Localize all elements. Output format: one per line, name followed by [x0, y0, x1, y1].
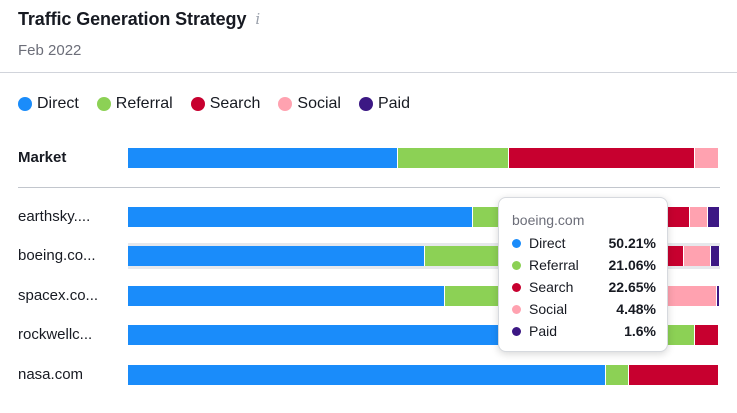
tooltip-label: Referral — [529, 257, 579, 273]
stacked-bar-nasa-com[interactable] — [128, 365, 720, 385]
stacked-bar-market[interactable] — [128, 148, 720, 168]
legend-label: Paid — [377, 95, 410, 112]
tooltip-dot — [512, 238, 521, 248]
bar-segment-direct[interactable] — [128, 246, 425, 266]
bar-segment-direct[interactable] — [128, 286, 445, 306]
bar-segment-paid[interactable] — [708, 207, 720, 227]
bar-segment-referral[interactable] — [398, 148, 509, 168]
bar-segment-social[interactable] — [690, 207, 708, 227]
legend-label: Direct — [37, 95, 79, 112]
info-icon[interactable]: i — [255, 10, 261, 28]
bar-segment-search[interactable] — [695, 325, 719, 345]
legend-item-search[interactable]: Search — [190, 95, 261, 113]
tooltip-label: Paid — [529, 323, 558, 339]
tooltip-row-search: Search 22.65% — [512, 278, 656, 296]
legend-label: Referral — [115, 95, 173, 112]
tooltip-value: 1.6% — [624, 323, 656, 339]
bar-segment-social[interactable] — [695, 148, 719, 168]
chart-title: Traffic Generation Strategy — [18, 8, 247, 29]
widget-header: Traffic Generation Strategy i Feb 2022 — [18, 6, 260, 60]
bar-segment-social[interactable] — [719, 365, 720, 385]
legend-label: Search — [209, 95, 261, 112]
chart-legend: Direct Referral Search Social Paid — [18, 95, 428, 113]
bar-segment-paid[interactable] — [719, 148, 720, 168]
tooltip-label: Direct — [529, 235, 566, 251]
bar-segment-social[interactable] — [719, 325, 720, 345]
tooltip-label: Social — [529, 301, 568, 317]
bar-segment-referral[interactable] — [606, 365, 629, 385]
tooltip-row-referral: Referral 21.06% — [512, 256, 656, 274]
legend-item-direct[interactable]: Direct — [18, 95, 79, 113]
bar-segment-social[interactable] — [664, 286, 717, 306]
legend-dot-search — [190, 97, 205, 111]
row-label: Market — [18, 149, 67, 166]
bar-segment-paid[interactable] — [717, 286, 720, 306]
legend-item-social[interactable]: Social — [278, 95, 341, 113]
row-label: earthsky.... — [18, 208, 91, 225]
legend-dot-direct — [18, 97, 32, 111]
tooltip-title: boeing.com — [512, 212, 585, 228]
legend-label: Social — [297, 95, 341, 112]
tooltip-label: Search — [529, 279, 574, 295]
row-label: rockwellc... — [18, 326, 93, 343]
bar-segment-paid[interactable] — [711, 246, 720, 266]
row-label: nasa.com — [18, 366, 84, 383]
legend-item-referral[interactable]: Referral — [96, 95, 173, 113]
bar-segment-direct[interactable] — [128, 365, 606, 385]
tooltip-dot — [512, 304, 521, 314]
tooltip: boeing.com Direct 50.21% Referral 21.06% Sea… — [498, 197, 668, 352]
row-label: boeing.co... — [18, 247, 96, 264]
legend-dot-social — [278, 97, 293, 111]
header-divider — [0, 72, 737, 73]
tooltip-row-social: Social 4.48% — [512, 300, 656, 318]
tooltip-row-direct: Direct 50.21% — [512, 234, 656, 252]
tooltip-value: 21.06% — [608, 257, 656, 273]
tooltip-row-paid: Paid 1.6% — [512, 322, 656, 340]
bar-segment-direct[interactable] — [128, 148, 398, 168]
tooltip-dot — [512, 326, 521, 336]
legend-dot-paid — [358, 97, 373, 111]
bar-segment-search[interactable] — [629, 365, 719, 385]
market-divider — [18, 187, 720, 188]
title-row: Traffic Generation Strategy i — [18, 6, 260, 32]
tooltip-value: 22.65% — [608, 279, 656, 295]
tooltip-dot — [512, 260, 521, 270]
bar-segment-social[interactable] — [684, 246, 711, 266]
tooltip-dot — [512, 282, 521, 292]
legend-dot-referral — [96, 97, 111, 111]
date-subtitle: Feb 2022 — [18, 42, 82, 59]
tooltip-value: 50.21% — [608, 235, 656, 251]
tooltip-value: 4.48% — [616, 301, 656, 317]
legend-item-paid[interactable]: Paid — [358, 95, 410, 113]
bar-segment-search[interactable] — [509, 148, 695, 168]
bar-segment-direct[interactable] — [128, 207, 473, 227]
row-label: spacex.co... — [18, 287, 99, 304]
